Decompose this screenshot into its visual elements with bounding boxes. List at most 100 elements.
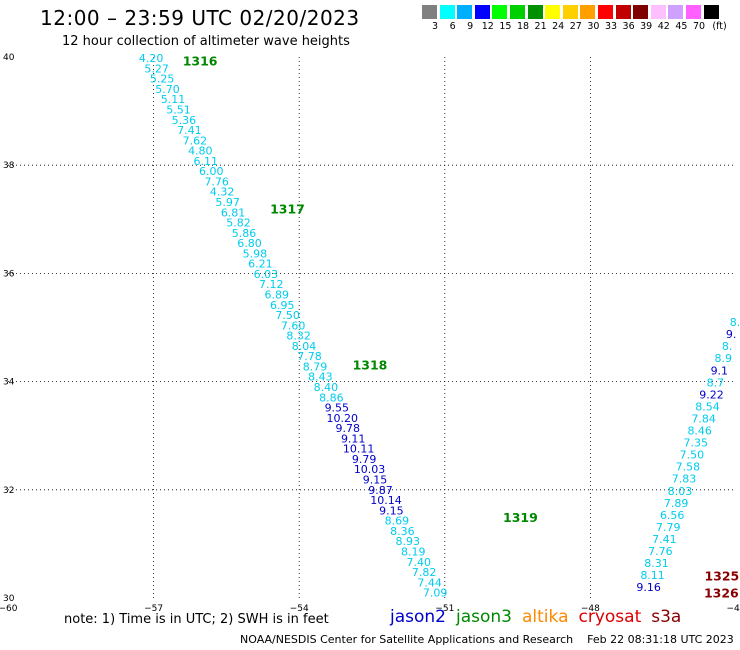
colorbar-swatch (492, 5, 509, 19)
y-tick-label: 30 (3, 594, 15, 604)
colorbar-swatch (474, 5, 491, 19)
wave-height-value: 8.9 (714, 352, 732, 365)
y-tick-label: 34 (3, 378, 15, 388)
satellite-cryosat: cryosat (578, 607, 642, 627)
x-tick-label: −45 (727, 604, 740, 614)
wave-height-value: 7.79 (656, 521, 681, 534)
wave-height-value: 8. (722, 340, 733, 353)
wave-height-value: 9.15 (379, 504, 404, 517)
colorbar-label: 45 (675, 21, 688, 32)
colorbar-label: (ft) (712, 21, 727, 32)
wave-height-value: 5.51 (166, 103, 191, 116)
wave-height-value: 5.86 (232, 227, 257, 240)
wave-height-value: 5.11 (161, 93, 186, 106)
wave-height-value: 5.82 (226, 217, 251, 230)
wave-height-value: 10.20 (327, 412, 359, 425)
satellite-jason3: jason3 (456, 607, 512, 627)
colorbar-label: 30 (587, 21, 600, 32)
y-tick-label: 32 (3, 486, 14, 496)
wave-height-value: 10.14 (370, 494, 402, 507)
timestamp: Feb 22 08:31:18 UTC 2023 (587, 633, 734, 646)
wave-height-value: 6.89 (265, 288, 290, 301)
wave-height-value: 5.70 (155, 83, 180, 96)
time-label: 1316 (183, 53, 218, 68)
wave-height-value: 5.27 (144, 62, 169, 75)
colorbar-label: 36 (622, 21, 635, 32)
colorbar-label: 39 (640, 21, 653, 32)
colorbar-swatch (527, 5, 544, 19)
wave-height-value: 6.00 (199, 165, 224, 178)
wave-height-value: 9. (726, 328, 737, 341)
wave-height-value: 8.03 (668, 485, 693, 498)
wave-height-value: 10.11 (343, 443, 375, 456)
wave-height-value: 9.11 (341, 432, 366, 445)
wave-height-value: 7.41 (652, 533, 677, 546)
colorbar-swatch (439, 5, 456, 19)
wave-height-value: 5.36 (172, 114, 197, 127)
y-tick-label: 38 (3, 161, 15, 171)
satellite-s3a: s3a (651, 607, 682, 627)
colorbar-swatch (562, 5, 579, 19)
wave-height-value: 7.82 (412, 566, 437, 579)
colorbar-swatch (703, 5, 720, 19)
chart-title: 12:00 – 23:59 UTC 02/20/2023 (40, 6, 360, 30)
chart-subtitle: 12 hour collection of altimeter wave hei… (62, 34, 350, 49)
wave-height-value: 7.89 (664, 497, 689, 510)
wave-height-value: 4.32 (210, 186, 235, 199)
wave-height-value: 7.50 (275, 309, 300, 322)
colorbar-swatch (545, 5, 562, 19)
wave-height-value: 7.83 (672, 473, 697, 486)
wave-height-value: 7.58 (676, 461, 701, 474)
wave-height-value: 7.78 (297, 350, 322, 363)
colorbar-swatch (422, 5, 438, 19)
wave-height-value: 6.03 (254, 268, 279, 281)
wave-height-value: 8. (730, 316, 740, 329)
wave-height-value: 9.79 (352, 453, 377, 466)
colorbar-swatch (510, 5, 526, 19)
wave-height-value: 7.35 (684, 437, 709, 450)
colorbar-label: 24 (552, 21, 565, 32)
colorbar-swatch (580, 5, 597, 19)
wave-height-value: 8.46 (687, 425, 712, 438)
colorbar-label: 33 (604, 21, 618, 32)
wave-height-value: 6.21 (248, 258, 273, 271)
wave-height-value: 7.84 (691, 412, 716, 425)
wave-height-value: 7.76 (648, 545, 673, 558)
wave-height-value: 9.15 (363, 474, 388, 487)
wave-height-value: 9.55 (325, 402, 350, 415)
wave-height-value: 10.03 (354, 463, 386, 476)
satellite-altika: altika (522, 607, 569, 627)
x-tick-label: −60 (0, 604, 18, 614)
wave-height-value: 7.62 (183, 134, 208, 147)
colorbar-swatch (686, 5, 702, 19)
wave-height-value: 6.95 (270, 299, 295, 312)
wave-height-value: 7.76 (204, 175, 229, 188)
wave-height-value: 5.25 (150, 73, 175, 86)
colorbar-label: 3 (431, 21, 439, 32)
wave-height-value: 9.22 (699, 388, 724, 401)
wave-height-value: 8.31 (644, 557, 669, 570)
colorbar-swatch (615, 5, 632, 19)
wave-height-value: 8.69 (385, 515, 410, 528)
wave-height-value: 4.80 (188, 145, 213, 158)
wave-height-value: 8.11 (640, 569, 665, 582)
colorbar-label: 18 (516, 21, 530, 32)
time-label: 1319 (503, 510, 538, 525)
colorbar-label: 21 (534, 21, 547, 32)
wave-height-value: 7.44 (417, 576, 442, 589)
wave-height-value: 8.54 (695, 400, 720, 413)
wave-height-value: 7.40 (406, 556, 431, 569)
wave-height-value: 7.50 (680, 449, 705, 462)
colorbar-swatch (457, 5, 474, 19)
colorbar-label: 70 (692, 21, 706, 32)
colorbar-label: 15 (499, 21, 512, 32)
wave-height-value: 9.16 (636, 581, 661, 594)
wave-height-value: 7.09 (423, 587, 448, 600)
wave-height-value: 5.98 (243, 247, 268, 260)
colorbar-label: 42 (657, 21, 670, 32)
wave-height-value: 6.11 (194, 155, 219, 168)
wave-height-value: 6.80 (237, 237, 262, 250)
wave-height-value: 8.79 (303, 360, 328, 373)
wave-height-value: 8.43 (308, 371, 333, 384)
